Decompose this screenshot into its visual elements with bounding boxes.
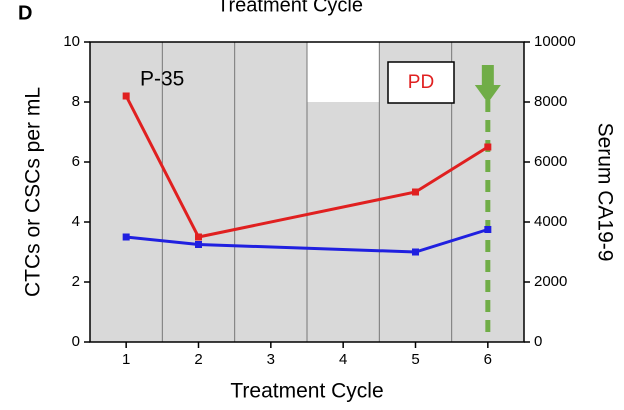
series-marker [484, 143, 492, 151]
x-axis-label: Treatment Cycle [230, 380, 383, 403]
series-marker [122, 233, 130, 241]
series-marker [122, 92, 130, 100]
series-marker [412, 188, 419, 196]
y2-tick-label: 10000 [534, 33, 576, 50]
y2-tick-label: 2000 [534, 273, 567, 290]
y-tick-label: 10 [63, 33, 80, 50]
y2-tick-label: 0 [534, 333, 542, 350]
blank-region [307, 42, 380, 102]
status-label: PD [408, 72, 434, 93]
series-marker [484, 226, 492, 233]
y2-tick-label: 4000 [534, 213, 567, 230]
series-marker [412, 248, 419, 256]
status-box [387, 61, 455, 104]
x-tick-label: 1 [122, 351, 130, 368]
y-tick-label: 0 [72, 333, 80, 350]
x-tick-label: 3 [267, 351, 275, 368]
y-tick-label: 2 [72, 273, 80, 290]
x-tick-label: 5 [411, 351, 419, 368]
x-tick-label: 4 [339, 351, 347, 368]
y2-tick-label: 8000 [534, 93, 567, 110]
y-axis-label: CTCs or CSCs per mL [22, 87, 45, 297]
series-line [124, 95, 489, 239]
arrow-stem [481, 65, 494, 85]
y2-axis-label: Serum CA19-9 [593, 123, 616, 262]
axes-frame [89, 41, 525, 343]
series-line [126, 228, 489, 254]
series-marker [195, 233, 202, 241]
y-tick-label: 4 [72, 213, 80, 230]
y-tick-label: 6 [72, 153, 80, 170]
y2-tick-label: 6000 [534, 153, 567, 170]
series-marker [195, 241, 202, 248]
patient-label: P-35 [140, 68, 184, 91]
arrow-head [474, 85, 501, 103]
top-title: Treatment Cycle [217, 0, 363, 16]
y-tick-label: 8 [72, 93, 80, 110]
x-tick-label: 2 [194, 351, 202, 368]
panel-label: D [18, 2, 32, 24]
x-tick-label: 6 [484, 351, 492, 368]
